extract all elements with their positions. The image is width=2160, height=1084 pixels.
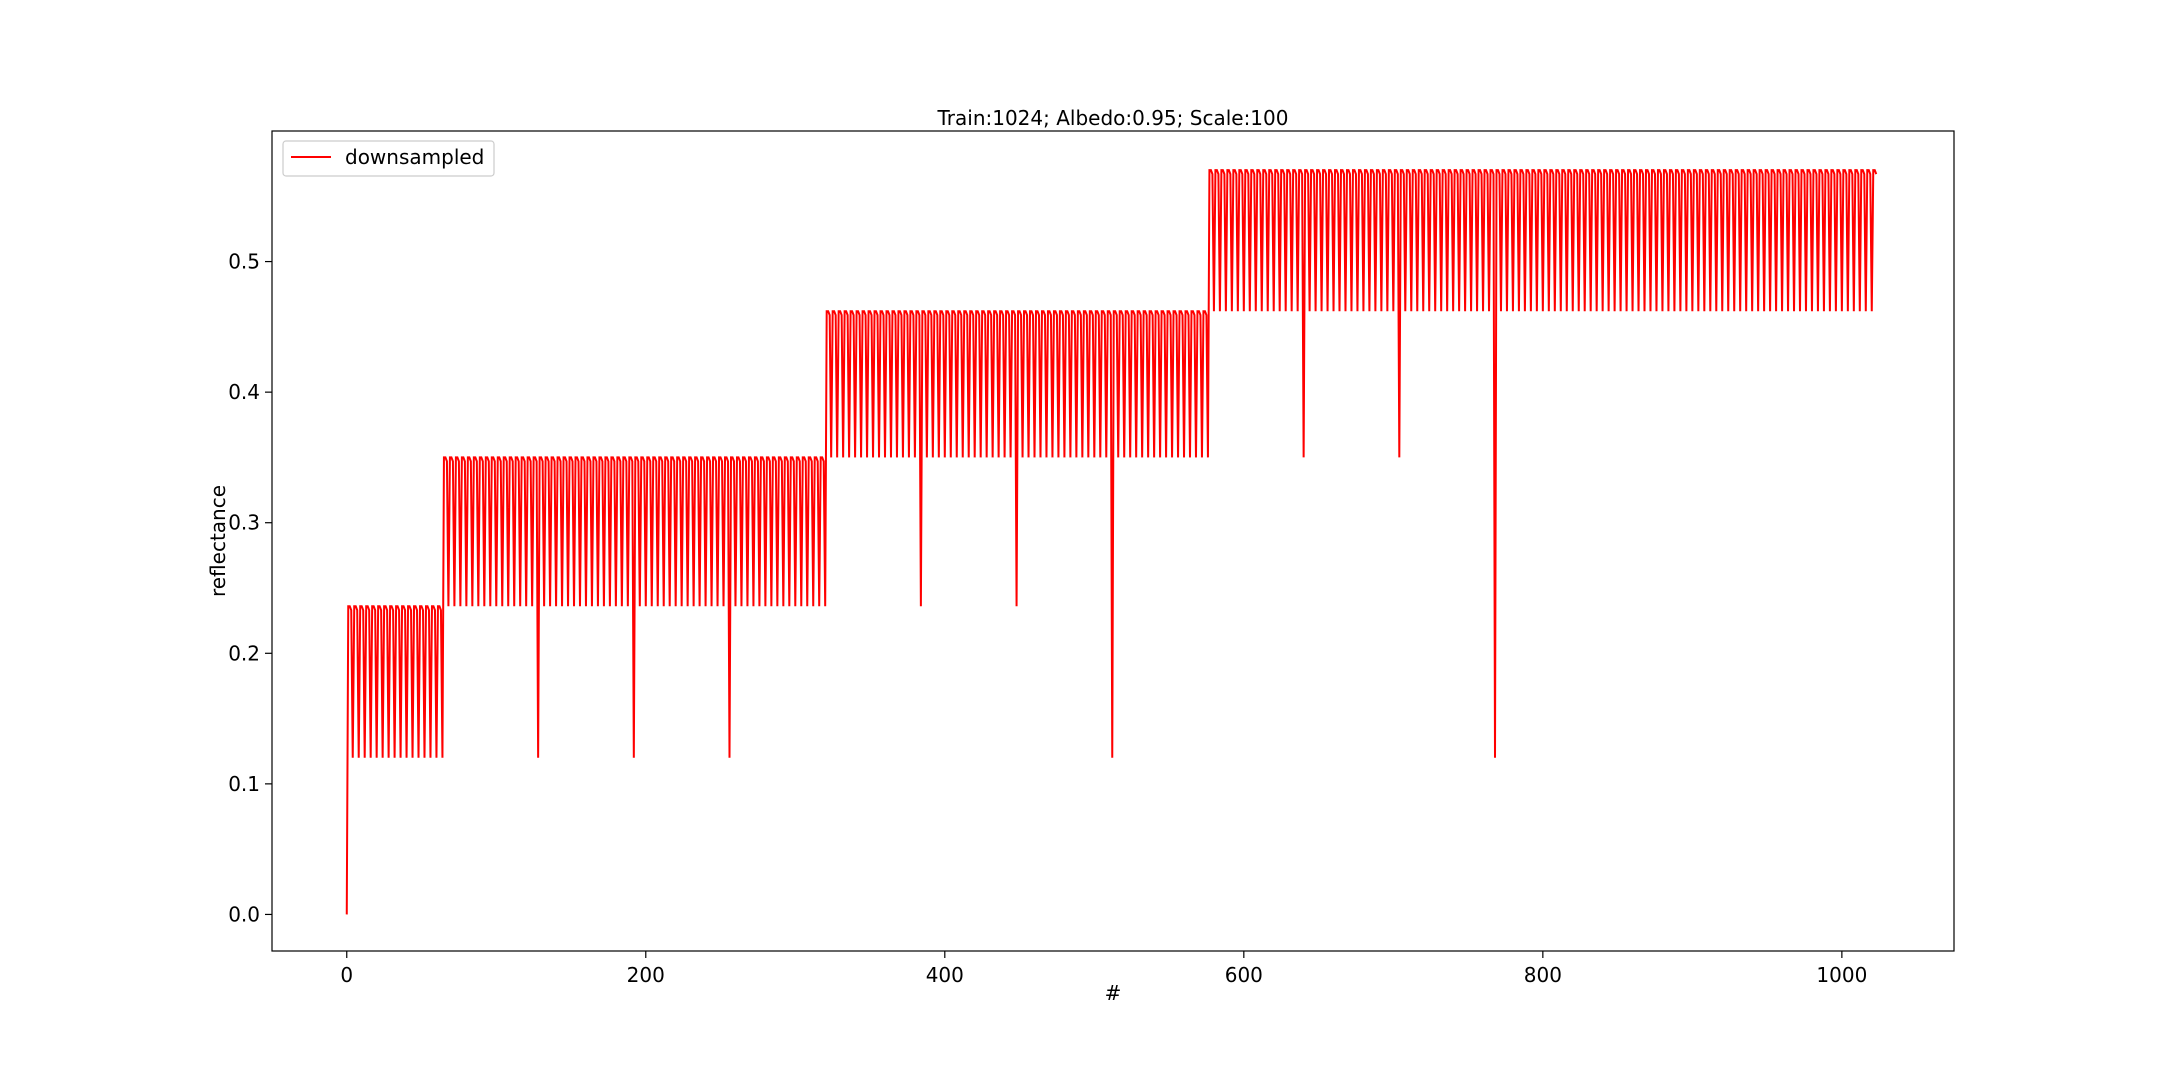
x-tick-label: 400 — [926, 963, 964, 987]
y-tick-label: 0.4 — [228, 380, 260, 404]
y-tick-label: 0.0 — [228, 902, 260, 926]
x-tick-label: 0 — [340, 963, 353, 987]
x-tick-label: 800 — [1524, 963, 1562, 987]
y-tick-label: 0.3 — [228, 511, 260, 535]
y-tick-label: 0.1 — [228, 772, 260, 796]
x-tick-label: 600 — [1225, 963, 1263, 987]
series-line-downsampled — [345, 169, 1878, 915]
legend-label-downsampled: downsampled — [345, 145, 484, 169]
axes-frame — [271, 130, 1955, 952]
x-tick-label: 200 — [627, 963, 665, 987]
legend: downsampled — [282, 140, 495, 177]
y-axis-label: reflectance — [206, 485, 230, 597]
y-tick-label: 0.5 — [228, 250, 260, 274]
x-tick-label: 1000 — [1816, 963, 1867, 987]
legend-box — [282, 140, 495, 177]
plot-area — [345, 169, 1878, 915]
y-tick-label: 0.2 — [228, 641, 260, 665]
chart-title: Train:1024; Albedo:0.95; Scale:100 — [937, 106, 1289, 130]
axes: 0 200 400 600 800 1000 0.0 0.1 0.2 0.3 0.4 0.5 — [228, 130, 1955, 987]
x-axis-label: # — [1105, 981, 1122, 1005]
